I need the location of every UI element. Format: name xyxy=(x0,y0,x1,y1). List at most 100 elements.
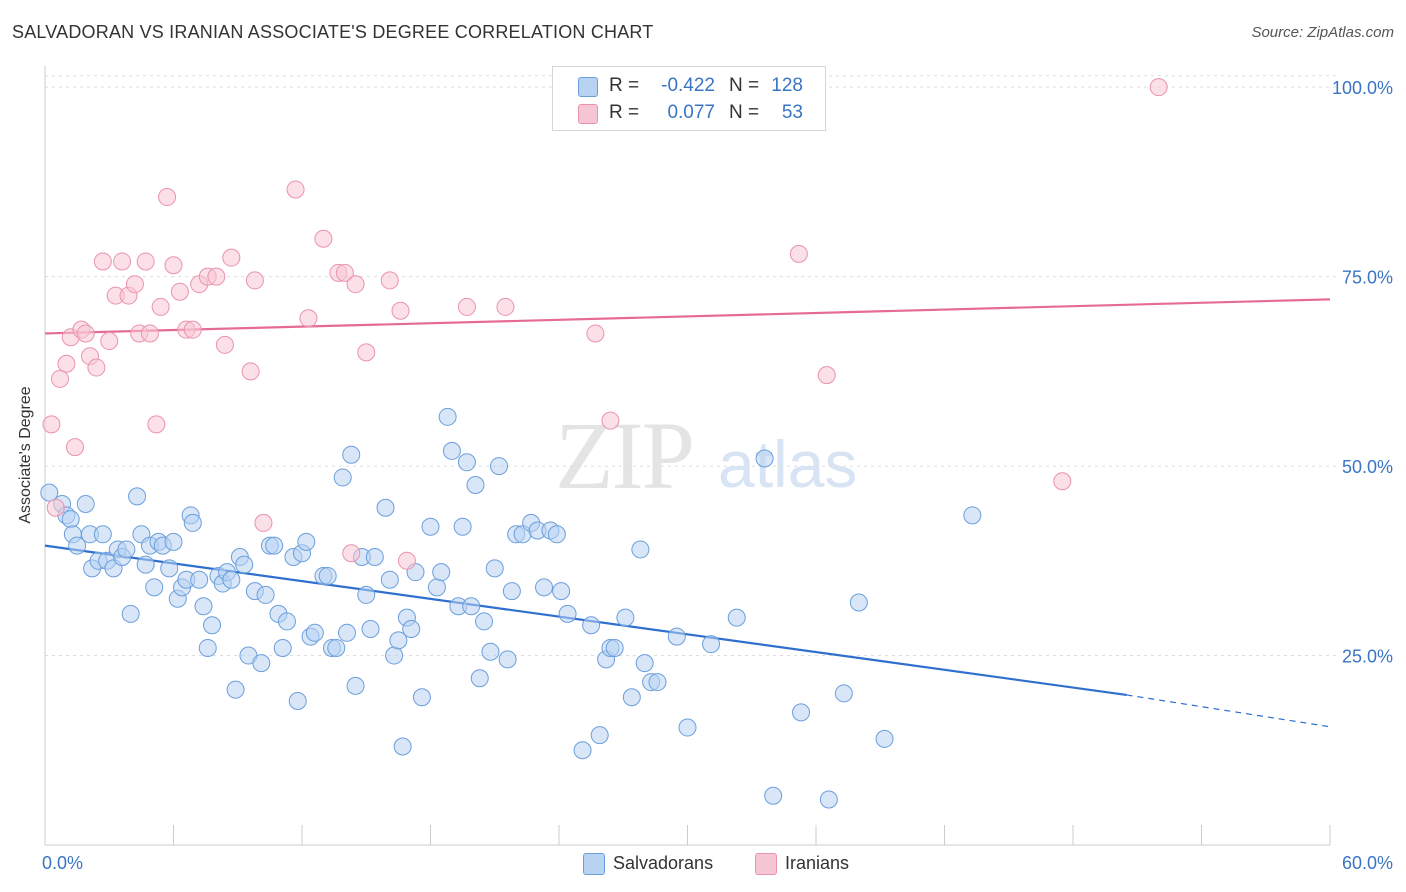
point-iranians xyxy=(222,248,241,267)
point-iranians xyxy=(42,415,61,434)
n-value: 128 xyxy=(771,75,803,96)
point-salvadorans xyxy=(470,669,489,688)
point-iranians xyxy=(57,354,76,373)
point-salvadorans xyxy=(327,638,346,657)
chart-title: SALVADORAN VS IRANIAN ASSOCIATE'S DEGREE… xyxy=(12,22,654,42)
point-iranians xyxy=(391,301,410,320)
point-salvadorans xyxy=(305,623,324,642)
point-iranians xyxy=(457,297,476,316)
point-salvadorans xyxy=(265,536,284,555)
point-salvadorans xyxy=(40,483,59,502)
point-salvadorans xyxy=(121,604,140,623)
x-tick-label-max: 60.0% xyxy=(1342,853,1393,873)
salvadorans-legend-swatch xyxy=(583,853,605,875)
point-iranians xyxy=(46,498,65,517)
point-iranians xyxy=(601,411,620,430)
point-salvadorans xyxy=(622,688,641,707)
point-salvadorans xyxy=(376,498,395,517)
point-salvadorans xyxy=(346,676,365,695)
series-legend: Salvadorans Iranians xyxy=(0,852,1406,878)
point-salvadorans xyxy=(357,585,376,604)
iranians-swatch xyxy=(578,104,598,124)
point-salvadorans xyxy=(412,688,431,707)
point-iranians xyxy=(136,252,155,271)
n-label: N = xyxy=(729,75,760,96)
r-label: R = xyxy=(609,102,640,123)
point-salvadorans xyxy=(590,726,609,745)
point-salvadorans xyxy=(385,646,404,665)
point-salvadorans xyxy=(427,578,446,597)
point-iranians xyxy=(241,362,260,381)
point-salvadorans xyxy=(273,638,292,657)
point-iranians xyxy=(496,297,515,316)
point-salvadorans xyxy=(68,536,87,555)
r-value: 0.077 xyxy=(667,102,715,123)
point-iranians xyxy=(1053,472,1072,491)
point-salvadorans xyxy=(183,513,202,532)
watermark-zip: ZIP xyxy=(555,402,695,509)
y-tick-label: 25.0% xyxy=(1342,647,1393,667)
point-salvadorans xyxy=(648,673,667,692)
y-tick-label: 50.0% xyxy=(1342,457,1393,477)
point-salvadorans xyxy=(145,578,164,597)
point-salvadorans xyxy=(222,570,241,589)
point-iranians xyxy=(151,297,170,316)
point-salvadorans xyxy=(462,597,481,616)
point-salvadorans xyxy=(792,703,811,722)
iranians-legend-swatch xyxy=(755,853,777,875)
point-salvadorans xyxy=(252,654,271,673)
point-salvadorans xyxy=(667,627,686,646)
point-iranians xyxy=(299,309,318,328)
point-salvadorans xyxy=(635,654,654,673)
point-iranians xyxy=(357,343,376,362)
point-salvadorans xyxy=(235,555,254,574)
point-salvadorans xyxy=(256,585,275,604)
data-points xyxy=(40,78,1168,809)
point-salvadorans xyxy=(365,548,384,567)
point-salvadorans xyxy=(502,582,521,601)
point-salvadorans xyxy=(402,620,421,639)
point-salvadorans xyxy=(490,457,509,476)
trend-extension-salvadorans xyxy=(1126,694,1331,728)
point-salvadorans xyxy=(333,468,352,487)
point-iranians xyxy=(346,275,365,294)
point-salvadorans xyxy=(318,566,337,585)
point-salvadorans xyxy=(194,597,213,616)
point-salvadorans xyxy=(442,441,461,460)
correlation-legend: R = -0.422 N = 128 R = 0.077 N = 53 xyxy=(552,66,826,131)
point-salvadorans xyxy=(605,638,624,657)
legend-label-iranians: Iranians xyxy=(785,853,850,873)
point-iranians xyxy=(342,544,361,563)
point-salvadorans xyxy=(297,532,316,551)
point-salvadorans xyxy=(475,612,494,631)
point-salvadorans xyxy=(457,453,476,472)
point-salvadorans xyxy=(438,407,457,426)
point-salvadorans xyxy=(727,608,746,627)
point-salvadorans xyxy=(361,620,380,639)
point-salvadorans xyxy=(552,582,571,601)
point-iranians xyxy=(245,271,264,290)
point-salvadorans xyxy=(198,638,217,657)
point-iranians xyxy=(147,415,166,434)
point-salvadorans xyxy=(164,532,183,551)
trend-line-iranians xyxy=(44,298,1331,335)
x-tick-label-min: 0.0% xyxy=(42,853,83,873)
point-salvadorans xyxy=(432,563,451,582)
y-tick-label: 75.0% xyxy=(1342,268,1393,288)
point-iranians xyxy=(140,324,159,343)
point-salvadorans xyxy=(393,737,412,756)
point-salvadorans xyxy=(547,525,566,544)
point-salvadorans xyxy=(380,570,399,589)
salvadorans-swatch xyxy=(578,77,598,97)
point-iranians xyxy=(215,335,234,354)
watermark-atlas: atlas xyxy=(718,427,858,501)
point-salvadorans xyxy=(389,631,408,650)
point-iranians xyxy=(1149,78,1168,97)
point-salvadorans xyxy=(136,555,155,574)
point-iranians xyxy=(817,366,836,385)
point-iranians xyxy=(286,180,305,199)
point-salvadorans xyxy=(834,684,853,703)
point-salvadorans xyxy=(160,559,179,578)
r-label: R = xyxy=(609,75,640,96)
point-salvadorans xyxy=(288,692,307,711)
